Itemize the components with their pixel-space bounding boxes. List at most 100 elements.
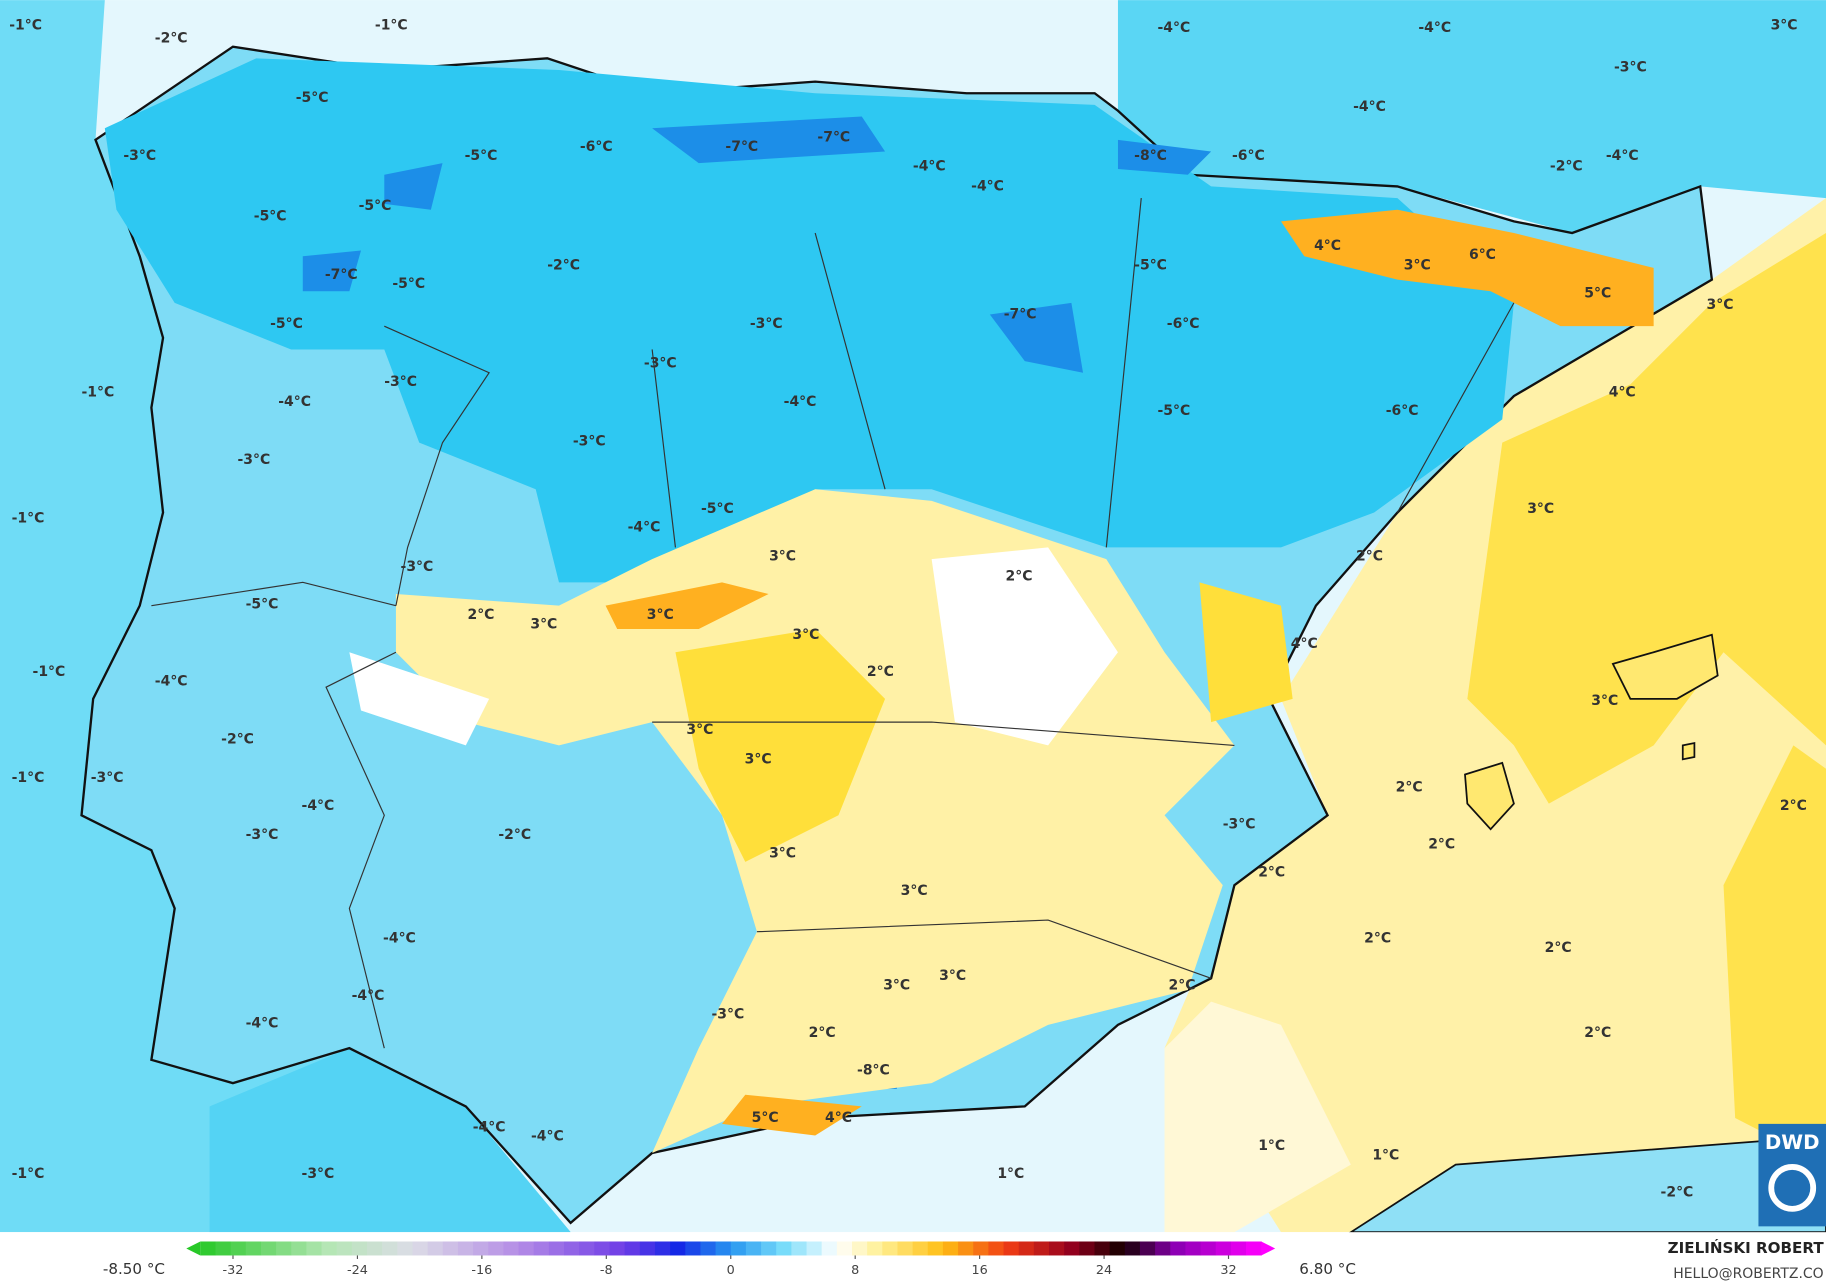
colorbar-tick-label: -16	[471, 1263, 492, 1278]
temperature-label: 3°C	[1707, 297, 1734, 313]
temperature-label: -5°C	[254, 209, 287, 225]
colorbar-step	[1215, 1241, 1232, 1256]
colorbar-tick-label: -24	[347, 1263, 368, 1278]
colorbar: -32 -24 -16 -8 0 8 16 24 32	[186, 1241, 1276, 1278]
colorbar-step	[503, 1241, 520, 1256]
colorbar-step	[776, 1241, 792, 1256]
colorbar-step	[427, 1241, 444, 1256]
temperature-label: -6°C	[1167, 316, 1200, 332]
temperature-label: 2°C	[1584, 1025, 1611, 1041]
temperature-label: -6°C	[1232, 148, 1265, 164]
colorbar-step	[1155, 1241, 1171, 1256]
colorbar-step	[1033, 1241, 1050, 1256]
temperature-label: -3°C	[302, 1166, 335, 1182]
temperature-label: 2°C	[867, 664, 894, 680]
temperature-label: -4°C	[628, 520, 661, 536]
temperature-label: -1°C	[375, 18, 408, 34]
temperature-label: 6°C	[1469, 247, 1496, 263]
temperature-label: -6°C	[1386, 403, 1419, 419]
temperature-label: 3°C	[647, 607, 674, 623]
temperature-labels: -1°C -2°C -1°C -4°C -4°C 3°C -5°C -3°C -4°C -3°C -…	[9, 18, 1807, 1201]
colorbar-step	[215, 1241, 232, 1256]
colorbar-step	[457, 1241, 474, 1256]
temperature-label: -2°C	[221, 732, 254, 748]
colorbar-step	[730, 1241, 747, 1256]
temperature-label: -1°C	[33, 664, 66, 680]
temperature-label: 3°C	[530, 616, 557, 632]
colorbar-step	[351, 1241, 368, 1256]
temperature-label: -7°C	[1004, 307, 1037, 323]
temperature-label: -4°C	[383, 931, 416, 947]
temperature-label: 2°C	[467, 607, 494, 623]
temperature-label: -2°C	[1661, 1185, 1694, 1201]
warm-sea-band	[1723, 745, 1826, 1165]
temperature-label: -1°C	[12, 1166, 45, 1182]
colorbar-step	[306, 1241, 323, 1256]
temperature-label: 3°C	[745, 751, 772, 767]
colorbar-step	[700, 1241, 717, 1256]
colorbar-step	[245, 1241, 262, 1256]
temperature-label: 2°C	[1396, 779, 1423, 795]
colorbar-tick-label: 16	[971, 1263, 987, 1278]
temperature-label: -4°C	[352, 988, 385, 1004]
colorbar-step	[973, 1241, 989, 1256]
temperature-label: -1°C	[81, 385, 114, 401]
colorbar-step	[882, 1241, 899, 1256]
colorbar-step	[1230, 1241, 1247, 1256]
colorbar-tick-label: -32	[223, 1263, 244, 1278]
colorbar-tick-label: 0	[727, 1263, 735, 1278]
temperature-label: 3°C	[1591, 693, 1618, 709]
warm-sea-band	[1467, 232, 1826, 804]
temperature-label: -7°C	[325, 267, 358, 283]
colorbar-step	[867, 1241, 883, 1256]
temperature-label: 2°C	[1005, 569, 1032, 585]
temperature-label: -5°C	[392, 276, 425, 292]
temperature-label: -3°C	[91, 770, 124, 786]
colorbar-step	[1246, 1241, 1262, 1256]
author: ZIELIŃSKI ROBERT	[1668, 1238, 1825, 1257]
temperature-label: 3°C	[901, 883, 928, 899]
temperature-label: -2°C	[498, 827, 531, 843]
colorbar-step	[609, 1241, 626, 1256]
temperature-label: -4°C	[1418, 20, 1451, 36]
temperature-label: 4°C	[1609, 385, 1636, 401]
colorbar-step	[397, 1241, 414, 1256]
temperature-label: 3°C	[1404, 258, 1431, 274]
temperature-label: -5°C	[1134, 258, 1167, 274]
temperature-label: 3°C	[792, 627, 819, 643]
borders	[151, 198, 1515, 1049]
colorbar-step	[715, 1241, 732, 1256]
colorbar-step	[1018, 1241, 1035, 1256]
colorbar-step	[806, 1241, 823, 1256]
temperature-label: -3°C	[750, 316, 783, 332]
colorbar-step	[336, 1241, 353, 1256]
temperature-label: 1°C	[1372, 1147, 1399, 1163]
gulf-cadiz	[209, 1048, 571, 1233]
temperature-label: -5°C	[701, 501, 734, 517]
colorbar-step	[912, 1241, 929, 1256]
colorbar-step	[1185, 1241, 1202, 1256]
atlantic-sea	[0, 0, 571, 1233]
temperature-label: 3°C	[939, 968, 966, 984]
colorbar-arrow	[186, 1241, 201, 1256]
colorbar-step	[382, 1241, 398, 1256]
colorbar-step	[594, 1241, 611, 1256]
logo-text: DWD	[1765, 1131, 1820, 1154]
colorbar-step	[1200, 1241, 1217, 1256]
temperature-label: 2°C	[1780, 798, 1807, 814]
balearic-islands	[1464, 633, 1719, 831]
temperature-label: -5°C	[359, 198, 392, 214]
temperature-label: -3°C	[1223, 817, 1256, 833]
temperature-label: -4°C	[531, 1129, 564, 1145]
temperature-label: 1°C	[1258, 1138, 1285, 1154]
colorbar-step	[1139, 1241, 1156, 1256]
colorbar-step	[488, 1241, 504, 1256]
colorbar-step	[851, 1241, 868, 1256]
colorbar-step	[473, 1241, 489, 1256]
temperature-label: -3°C	[246, 827, 279, 843]
france	[1117, 0, 1826, 233]
colorbar-tick-label: 24	[1096, 1263, 1112, 1278]
temperature-label: -3°C	[1614, 60, 1647, 76]
temperature-label: 5°C	[1584, 286, 1611, 302]
colorbar-step	[1109, 1241, 1126, 1256]
